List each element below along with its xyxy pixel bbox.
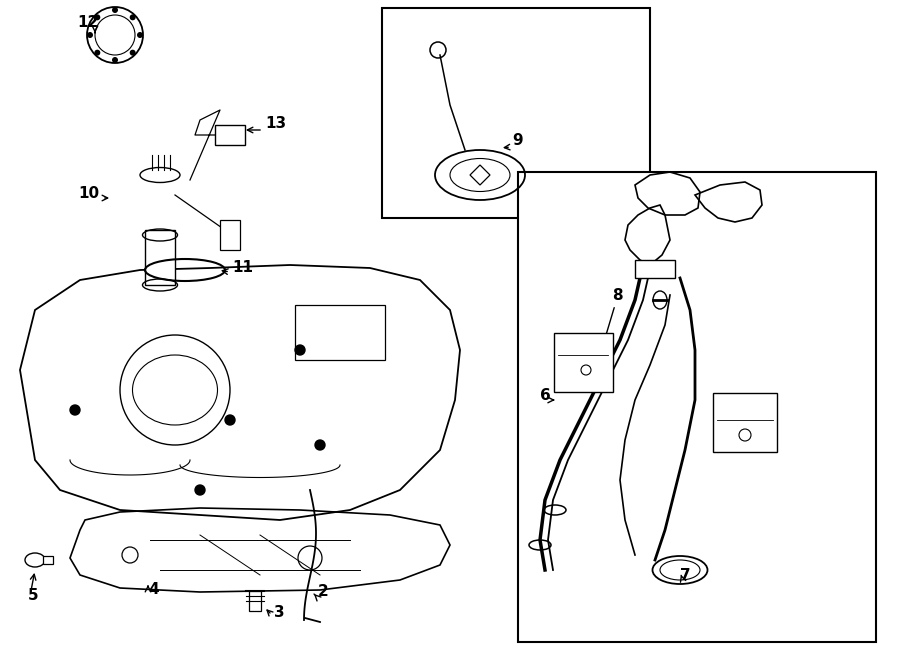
Circle shape [70,405,80,415]
Circle shape [112,57,118,63]
Circle shape [87,32,93,38]
Text: 11: 11 [232,260,253,275]
Circle shape [225,415,235,425]
Text: 12: 12 [77,15,98,30]
Text: 2: 2 [318,584,328,599]
Text: 1: 1 [358,330,368,345]
Bar [635,260,675,278]
Text: 8: 8 [612,288,623,303]
Circle shape [130,50,136,56]
Text: 3: 3 [274,605,284,620]
Text: 9: 9 [512,133,523,148]
Bar [145,230,175,285]
Bar [295,305,385,360]
Bar [215,125,245,145]
Circle shape [137,32,143,38]
Bar [382,8,650,218]
FancyBboxPatch shape [554,333,613,392]
FancyBboxPatch shape [713,393,777,452]
Text: 7: 7 [680,568,690,583]
Text: 4: 4 [148,582,158,597]
Text: 5: 5 [28,588,39,603]
Circle shape [94,50,100,56]
Text: 6: 6 [540,388,551,403]
Text: 8: 8 [762,408,772,423]
Bar [518,172,876,642]
Circle shape [315,440,325,450]
Circle shape [94,15,100,20]
Circle shape [130,15,136,20]
Bar [249,591,261,611]
Circle shape [195,485,205,495]
Circle shape [112,7,118,13]
Bar [220,220,240,250]
Text: 13: 13 [265,116,286,131]
Bar [43,556,53,564]
Circle shape [295,345,305,355]
Text: 10: 10 [78,186,99,201]
